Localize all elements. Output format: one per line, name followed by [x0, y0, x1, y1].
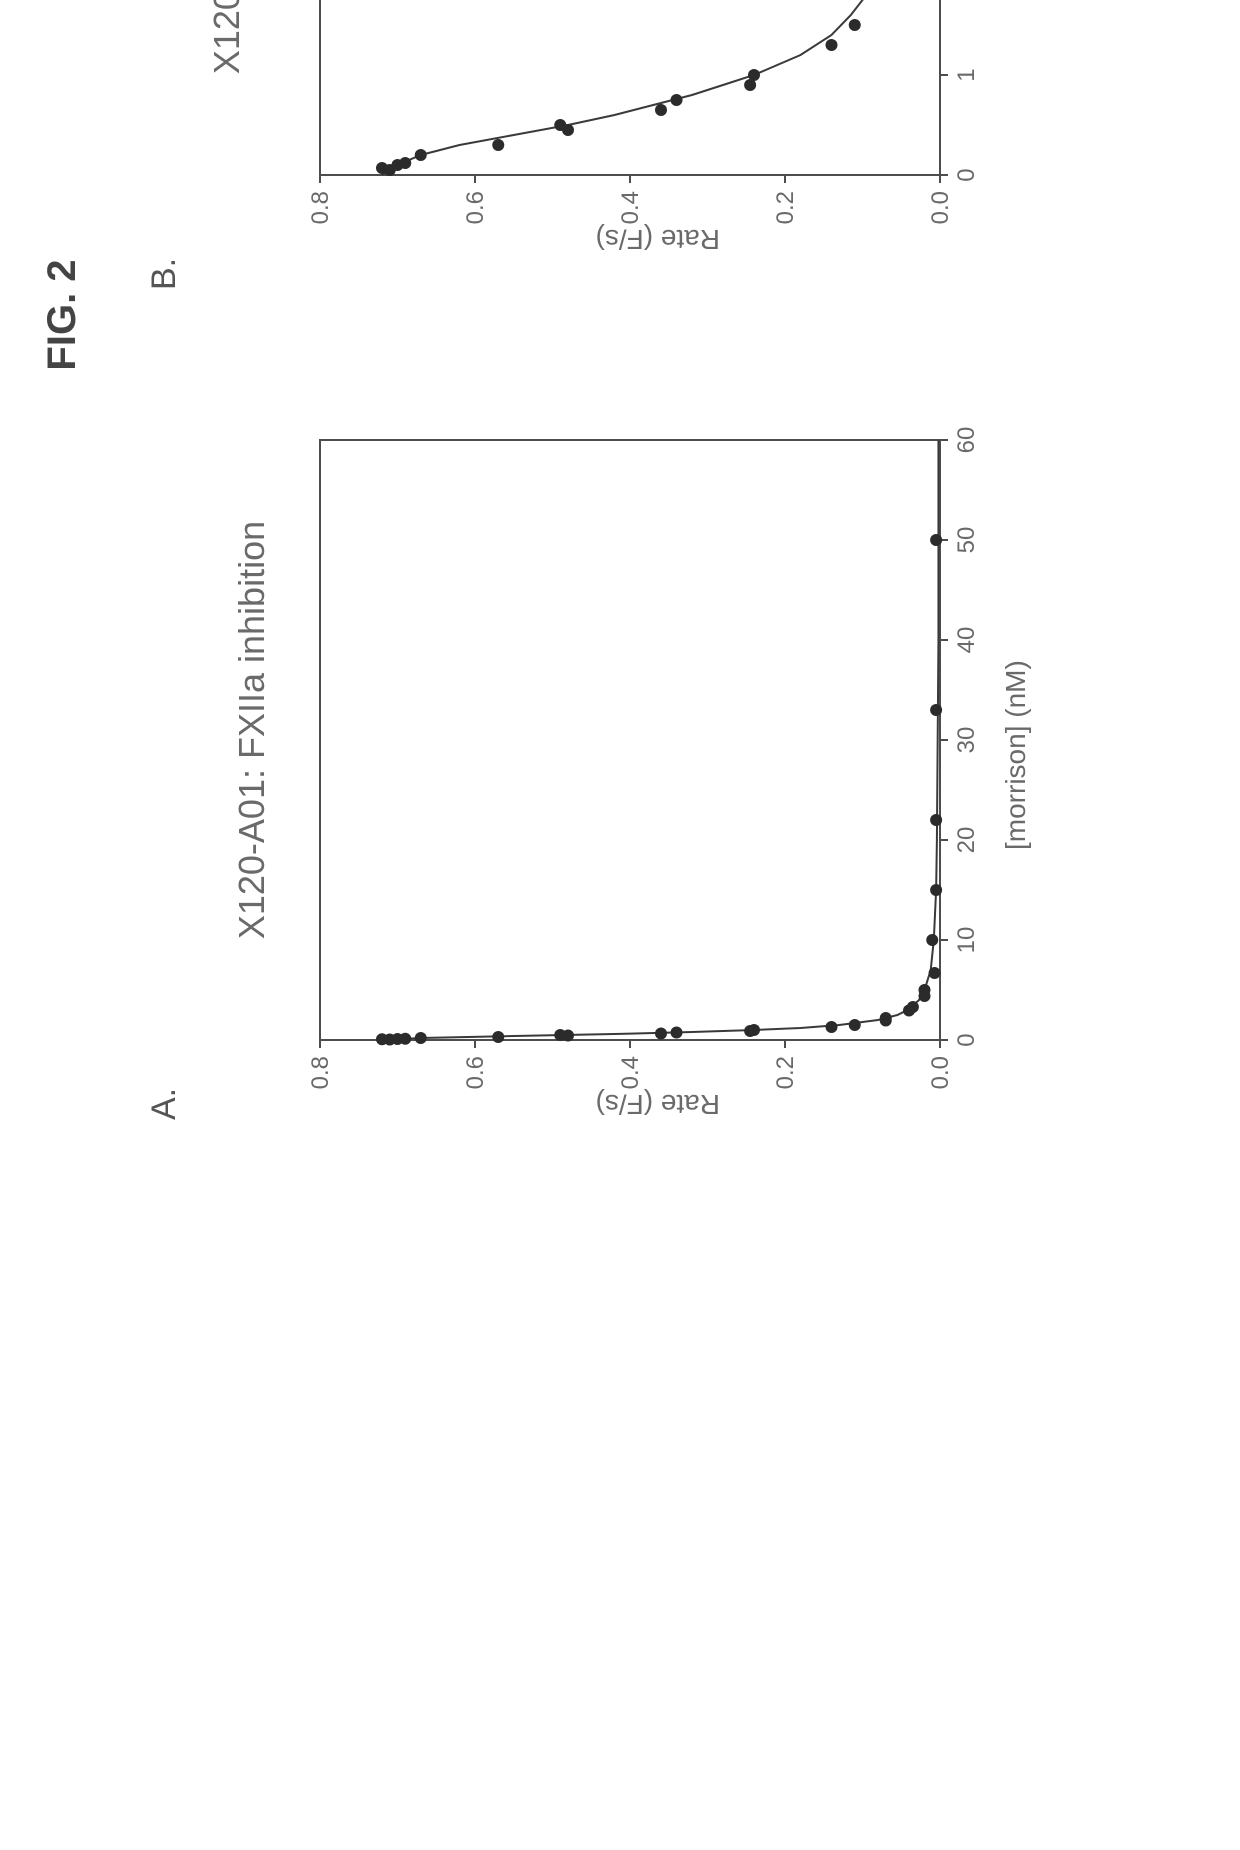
- svg-text:0: 0: [953, 1033, 980, 1046]
- svg-text:0.6: 0.6: [462, 1056, 489, 1089]
- svg-text:10: 10: [953, 927, 980, 954]
- page-rotated-wrapper: FIG. 2 A. B. X120-A01: FXIIa inhibition …: [0, 0, 1240, 1240]
- figure-caption: FIG. 2: [40, 0, 85, 1240]
- panel-b-label: B.: [145, 258, 184, 290]
- svg-text:30: 30: [953, 727, 980, 754]
- svg-text:0.0: 0.0: [927, 191, 954, 224]
- svg-text:0.6: 0.6: [462, 191, 489, 224]
- panel-a-chart: 0 10 20 30 40 50 60 0.0 0.2 0.4 0.6 0.8: [300, 380, 1020, 1100]
- panel-a-title: X120-A01: FXIIa inhibition: [230, 450, 273, 1010]
- landscape-canvas: FIG. 2 A. B. X120-A01: FXIIa inhibition …: [0, 0, 1240, 1240]
- svg-text:20: 20: [953, 827, 980, 854]
- svg-text:0.0: 0.0: [927, 1056, 954, 1089]
- panel-b-chart: 01234560.00.20.40.60.8: [300, 0, 1020, 235]
- svg-text:50: 50: [953, 527, 980, 554]
- panel-b-title: X120-A01: FXIIa inhibitionclose-up: [205, 0, 291, 145]
- svg-text:0.4: 0.4: [617, 1056, 644, 1089]
- svg-text:0.8: 0.8: [307, 1056, 334, 1089]
- svg-text:0.2: 0.2: [772, 1056, 799, 1089]
- svg-text:0.2: 0.2: [772, 191, 799, 224]
- svg-text:40: 40: [953, 627, 980, 654]
- svg-text:1: 1: [953, 68, 980, 81]
- panel-a-label: A.: [145, 1088, 184, 1120]
- svg-text:0.8: 0.8: [307, 191, 334, 224]
- svg-text:0.4: 0.4: [617, 191, 644, 224]
- svg-text:0: 0: [953, 168, 980, 181]
- svg-text:60: 60: [953, 427, 980, 454]
